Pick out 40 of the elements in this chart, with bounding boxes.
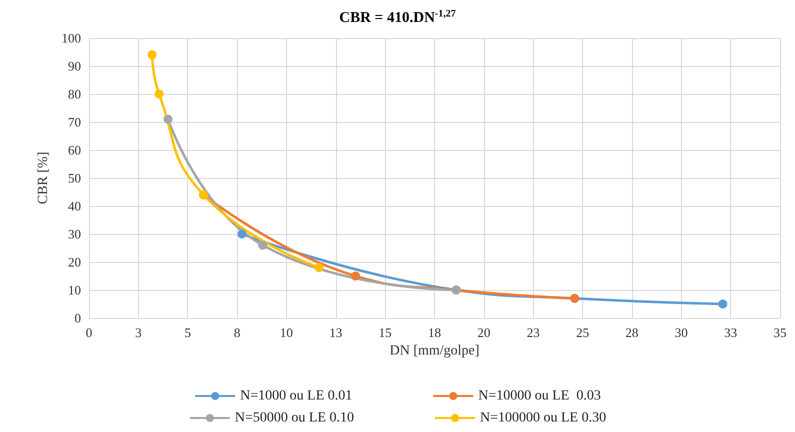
legend-label: N=10000 ou LE 0.03 — [478, 388, 601, 404]
y-tick-label: 10 — [68, 282, 81, 298]
x-tick-label: 0 — [86, 325, 92, 340]
x-tick-label: 33 — [724, 325, 738, 340]
x-tick-label: 5 — [184, 325, 191, 340]
x-axis-title: DN [mm/golpe] — [390, 344, 480, 358]
point — [718, 300, 728, 308]
x-tick-label: 23 — [526, 325, 540, 340]
y-tick-label: 30 — [68, 226, 81, 242]
y-axis-title: CBR [%] — [36, 152, 52, 204]
x-tick-label: 20 — [477, 325, 490, 340]
point — [154, 90, 164, 98]
y-tick-label: 0 — [74, 310, 81, 326]
y-tick-label: 80 — [68, 86, 81, 102]
x-tick-label: 30 — [674, 325, 688, 340]
y-tick-label: 50 — [68, 170, 81, 186]
y-tick-label: 20 — [68, 254, 81, 270]
y-tick-label: 40 — [68, 198, 81, 214]
x-tick-label: 13 — [329, 325, 342, 340]
x-tick-label: 3 — [135, 325, 142, 340]
legend-label: N=1000 ou LE 0.01 — [240, 388, 352, 404]
point — [148, 50, 157, 60]
point — [163, 114, 172, 124]
y-tick-label: 100 — [62, 30, 81, 46]
legend-label: N=100000 ou LE 0.30 — [480, 410, 606, 426]
x-tick-label: 35 — [774, 325, 786, 340]
x-tick-label: 10 — [280, 325, 293, 340]
point — [351, 272, 360, 280]
x-tick-label: 28 — [625, 325, 638, 340]
x-tick-label: 25 — [576, 325, 590, 340]
x-tick-label: 8 — [234, 325, 240, 340]
point — [314, 263, 324, 272]
point — [238, 230, 247, 238]
y-tick-label: 70 — [68, 114, 81, 130]
y-tick-label: 60 — [68, 142, 81, 158]
y-tick-label: 90 — [68, 58, 81, 74]
x-tick-label: 15 — [378, 325, 392, 340]
x-tick-label: 18 — [428, 325, 441, 340]
point — [258, 240, 268, 250]
legend-label: N=50000 ou LE 0.10 — [234, 410, 354, 426]
